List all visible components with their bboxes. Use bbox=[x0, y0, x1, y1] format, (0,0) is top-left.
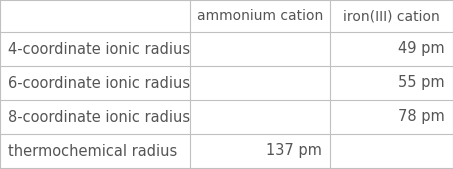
Text: iron(III) cation: iron(III) cation bbox=[343, 9, 440, 23]
Text: 8-coordinate ionic radius: 8-coordinate ionic radius bbox=[8, 110, 190, 125]
Text: 49 pm: 49 pm bbox=[398, 42, 445, 56]
Text: 4-coordinate ionic radius: 4-coordinate ionic radius bbox=[8, 42, 190, 56]
Text: thermochemical radius: thermochemical radius bbox=[8, 143, 177, 159]
Text: 137 pm: 137 pm bbox=[266, 143, 322, 159]
Text: 78 pm: 78 pm bbox=[398, 110, 445, 125]
Text: 6-coordinate ionic radius: 6-coordinate ionic radius bbox=[8, 76, 190, 91]
Text: ammonium cation: ammonium cation bbox=[197, 9, 323, 23]
Text: 55 pm: 55 pm bbox=[398, 76, 445, 91]
